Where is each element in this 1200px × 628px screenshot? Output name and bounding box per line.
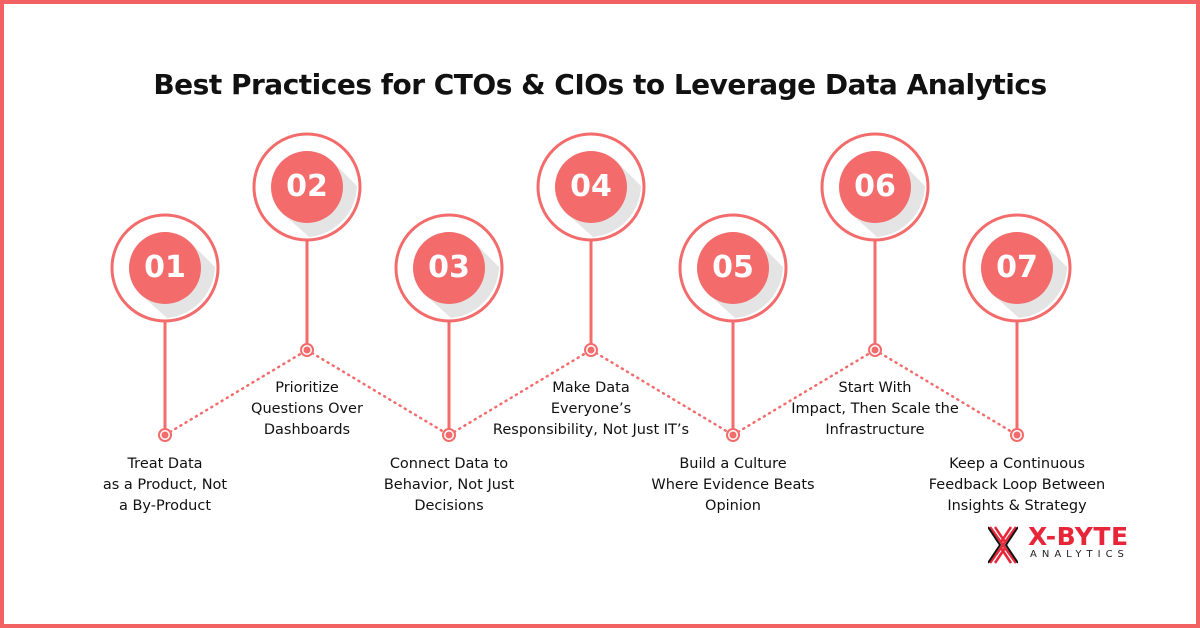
connector-line — [731, 348, 877, 437]
step-dot — [871, 346, 879, 354]
logo-name: X-BYTE — [1028, 522, 1129, 551]
step-number: 05 — [712, 250, 754, 285]
step-label-line: Treat Data — [127, 456, 203, 472]
connector-line — [305, 348, 451, 437]
step-label: Start With Impact, Then Scale the Infrastr… — [775, 378, 975, 441]
step-dot — [587, 346, 595, 354]
step-number: 04 — [570, 169, 612, 204]
step-dot — [1013, 431, 1021, 439]
step-badge — [981, 232, 1053, 304]
page-title: Best Practices for CTOs & CIOs to Levera… — [153, 68, 1047, 101]
step-number: 01 — [144, 250, 186, 285]
step-label-line: Dashboards — [263, 422, 351, 438]
step-label-line: Keep a Continuous — [949, 456, 1085, 472]
brand-logo: X-BYTE ANALYTICS — [988, 522, 1148, 565]
step-label-line: Feedback Loop Between — [928, 477, 1106, 493]
step-label-line: Insights & Strategy — [947, 498, 1087, 514]
step-dot — [303, 346, 311, 354]
step-number: 06 — [854, 169, 896, 204]
step-label-line: Build a Culture — [679, 456, 787, 472]
step-label: Build a Culture Where Evidence Beats Opini… — [633, 454, 833, 517]
step-label-line: Questions Over — [251, 401, 363, 417]
step-label-line: as a Product, Not — [102, 477, 228, 493]
step-dot — [161, 431, 169, 439]
step-dot — [729, 431, 737, 439]
step-label-line: Responsibility, Not Just IT’s — [492, 422, 690, 438]
connector-line — [447, 348, 593, 437]
step-label-line: Make Data — [552, 380, 630, 396]
connector-line — [163, 348, 309, 437]
step-label: Treat Data as a Product, Not a By-Product — [65, 454, 265, 517]
step-badge — [129, 232, 201, 304]
step-label-line: Infrastructure — [825, 422, 925, 438]
step-label-line: Behavior, Not Just — [383, 477, 515, 493]
step-label: Keep a Continuous Feedback Loop Between In… — [917, 454, 1117, 517]
step-label-line: a By-Product — [118, 498, 212, 514]
logo-subtitle: ANALYTICS — [1030, 549, 1129, 560]
step-number: 03 — [428, 250, 470, 285]
step-badge — [413, 232, 485, 304]
step-label-line: Start With — [838, 380, 912, 396]
connector-line — [589, 348, 735, 437]
step-number: 07 — [996, 250, 1038, 285]
step-label-line: Opinion — [705, 498, 761, 514]
step-label: Make Data Everyone’s Responsibility, Not J… — [491, 378, 691, 441]
step-label-line: Impact, Then Scale the — [791, 401, 959, 417]
step-badge — [555, 151, 627, 223]
x-byte-logo-icon — [988, 526, 1018, 564]
step-label: Prioritize Questions Over Dashboards — [207, 378, 407, 441]
step-badge — [271, 151, 343, 223]
step-number: 02 — [286, 169, 328, 204]
step-label: Connect Data to Behavior, Not Just Decisio… — [349, 454, 549, 517]
step-dot — [445, 431, 453, 439]
step-label-line: Prioritize — [275, 380, 339, 396]
step-label-line: Decisions — [414, 498, 484, 514]
step-label-line: Where Evidence Beats — [651, 477, 815, 493]
step-label-line: Connect Data to — [389, 456, 509, 472]
step-badge — [697, 232, 769, 304]
step-badge — [839, 151, 911, 223]
step-label-line: Everyone’s — [550, 401, 632, 417]
connector-line — [873, 348, 1019, 437]
